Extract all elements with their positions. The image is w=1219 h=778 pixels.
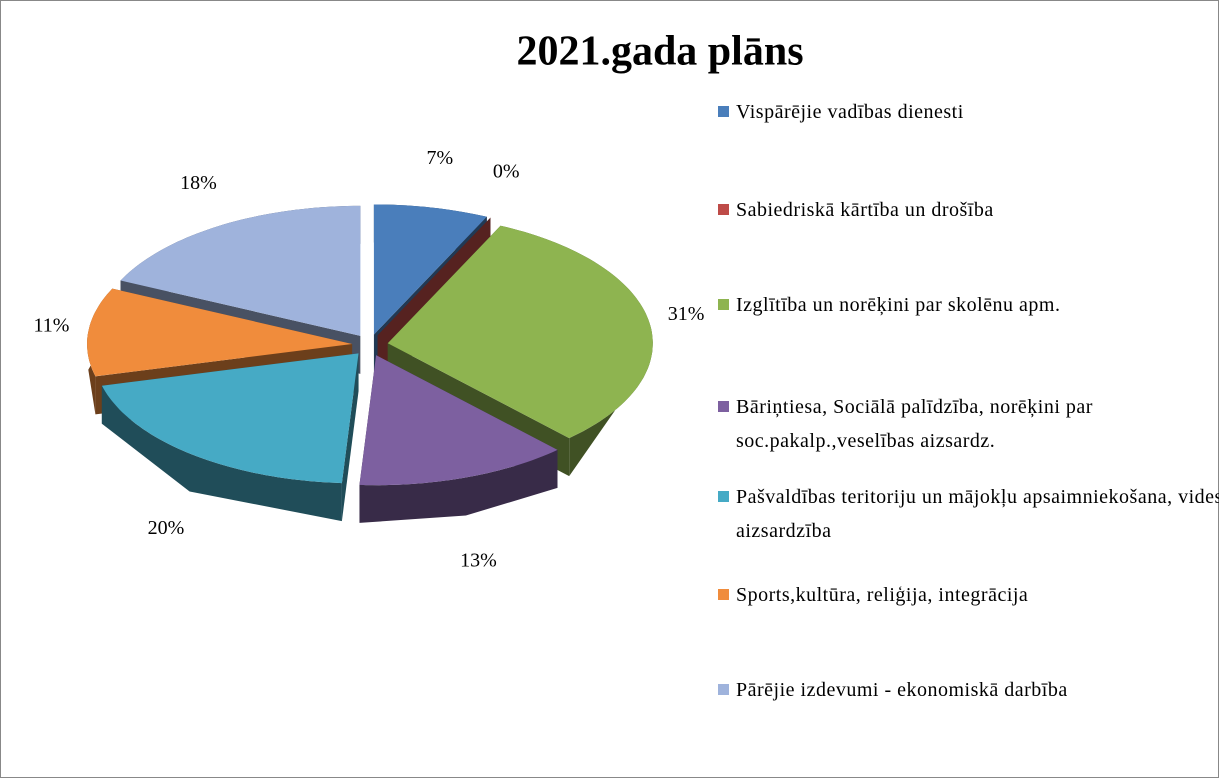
legend-label: Vispārējie vadības dienesti (736, 101, 964, 123)
legend-item: Izglītība un norēķini par skolēnu apm. (718, 288, 1219, 322)
slice (87, 288, 353, 377)
legend-item: Pārējie izdevumi - ekonomiskā darbība (718, 673, 1219, 707)
legend-label: Sports,kultūra, reliģija, integrācija (736, 584, 1029, 606)
legend-swatch (718, 684, 729, 695)
data-label: 13% (460, 549, 497, 571)
legend-label: Pašvaldības teritoriju un mājokļu apsaim… (736, 486, 1219, 542)
data-label: 20% (148, 517, 185, 539)
slice-wall (359, 449, 558, 523)
legend-item: Sports,kultūra, reliģija, integrācija (718, 578, 1219, 612)
slice (377, 217, 491, 336)
slice (101, 353, 359, 484)
slice (359, 355, 558, 486)
data-label: 18% (180, 172, 217, 194)
legend-swatch (718, 589, 729, 600)
legend-label: Pārējie izdevumi - ekonomiskā darbība (736, 679, 1068, 701)
data-label: 11% (33, 315, 69, 337)
slice (120, 205, 361, 336)
chart-title: 2021.gada plāns (516, 29, 803, 75)
legend-swatch (718, 299, 729, 310)
slice-side (341, 353, 359, 522)
legend-swatch (718, 204, 729, 215)
legend-item: Pašvaldības teritoriju un mājokļu apsaim… (718, 480, 1219, 548)
data-label: 7% (426, 147, 453, 169)
legend-swatch (718, 491, 729, 502)
legend-item: Sabiedriskā kārtība un drošība (718, 193, 1219, 227)
data-label: 0% (493, 161, 520, 183)
legend-label: Izglītība un norēķini par skolēnu apm. (736, 294, 1061, 316)
data-label: 31% (668, 303, 705, 325)
legend-label: Sabiedriskā kārtība un drošība (736, 199, 994, 221)
slice (387, 225, 653, 439)
slice-wall (101, 385, 342, 522)
slice (373, 204, 487, 335)
legend-label: Bāriņtiesa, Sociālā palīdzība, norēķini … (736, 396, 1093, 452)
legend-item: Bāriņtiesa, Sociālā palīdzība, norēķini … (718, 390, 1219, 458)
legend-swatch (718, 401, 729, 412)
legend-item: Vispārējie vadības dienesti (718, 95, 1219, 129)
legend-swatch (718, 106, 729, 117)
